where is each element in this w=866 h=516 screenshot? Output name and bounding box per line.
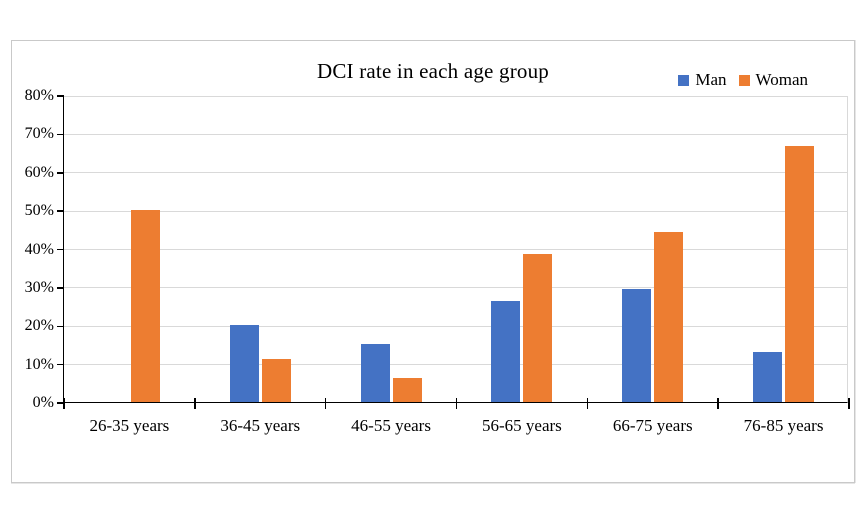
legend: Man Woman	[678, 70, 808, 90]
x-axis-label-36-45-years: 36-45 years	[220, 416, 301, 435]
x-axis-label-56-65-years: 56-65 years	[482, 416, 562, 435]
x-axis-boundary-tick-1	[194, 398, 196, 409]
gridline-10%	[64, 364, 847, 366]
x-axis-label-26-35-years: 26-35 years	[89, 416, 170, 435]
y-axis-label-20%: 20%	[24, 317, 54, 335]
x-axis-label-46-55-years: 46-55 years	[351, 416, 431, 435]
y-axis-label-40%: 40%	[24, 240, 54, 258]
bar-woman-46-55-years	[392, 377, 422, 402]
bar-woman-56-65-years	[523, 254, 553, 402]
woman-series-swatch	[738, 74, 750, 86]
bar-woman-36-45-years	[261, 359, 291, 402]
legend-item-man: Man	[678, 70, 727, 90]
y-axis-tick-60%	[57, 172, 64, 174]
bar-group-76-85-years	[718, 96, 849, 402]
legend-item-woman: Woman	[738, 70, 808, 90]
y-axis-tick-80%	[57, 95, 64, 97]
y-axis-label-60%: 60%	[24, 163, 54, 181]
y-axis-label-0%: 0%	[32, 394, 54, 411]
bar-man-46-55-years	[360, 344, 390, 402]
y-axis-label-50%: 50%	[24, 202, 54, 220]
y-axis-label-70%: 70%	[24, 125, 54, 143]
legend-label-man: Man	[695, 70, 727, 89]
man-series-swatch	[678, 74, 690, 86]
y-axis-label-10%: 10%	[24, 355, 54, 373]
y-axis-tick-10%	[57, 363, 64, 366]
gridline-30%	[64, 287, 847, 289]
gridline-20%	[64, 325, 847, 327]
x-axis-boundary-tick-0	[63, 398, 65, 409]
gridline-60%	[64, 172, 847, 174]
legend-label-woman: Woman	[755, 70, 808, 89]
bar-woman-66-75-years	[654, 232, 684, 402]
y-axis-label-30%: 30%	[24, 278, 54, 296]
y-axis-tick-70%	[57, 133, 64, 136]
x-axis-boundary-tick-6	[848, 398, 850, 409]
gridline-70%	[64, 133, 847, 135]
chart-panel: DCI rate in each age group Man Woman 0% 1…	[11, 40, 855, 483]
y-axis-label-80%: 80%	[24, 87, 54, 104]
x-axis-boundary-tick-2	[324, 398, 327, 409]
bar-woman-26-35-years	[130, 210, 160, 402]
x-axis-boundary-tick-3	[455, 398, 458, 409]
chart-title: DCI rate in each age group	[316, 59, 550, 83]
bar-group-56-65-years	[457, 96, 588, 402]
bar-group-66-75-years	[587, 96, 718, 402]
y-axis-tick-30%	[57, 287, 64, 289]
x-axis-boundary-tick-5	[717, 398, 719, 409]
gridline-40%	[64, 249, 847, 250]
bar-man-76-85-years	[753, 352, 783, 402]
bar-man-66-75-years	[622, 289, 652, 402]
y-axis-tick-0%	[57, 402, 64, 404]
bar-group-26-35-years	[64, 96, 195, 402]
gridline-50%	[64, 210, 847, 212]
bar-group-36-45-years	[195, 96, 326, 402]
x-axis-boundary-tick-4	[586, 398, 589, 409]
plot-area: 0% 10% 20% 30% 40% 50% 60% 70% 80% 26-35 years 36-…	[25, 88, 850, 435]
y-axis-tick-50%	[57, 210, 64, 212]
bar-woman-76-85-years	[785, 146, 815, 402]
x-axis-label-66-75-years: 66-75 years	[612, 416, 693, 435]
bar-man-36-45-years	[229, 325, 259, 402]
gridline-80%	[64, 95, 847, 97]
bar-man-56-65-years	[491, 300, 521, 402]
x-axis-label-76-85-years: 76-85 years	[743, 416, 824, 435]
bar-group-46-55-years	[326, 96, 457, 402]
y-axis-tick-40%	[57, 248, 64, 251]
y-axis-tick-20%	[57, 325, 64, 327]
